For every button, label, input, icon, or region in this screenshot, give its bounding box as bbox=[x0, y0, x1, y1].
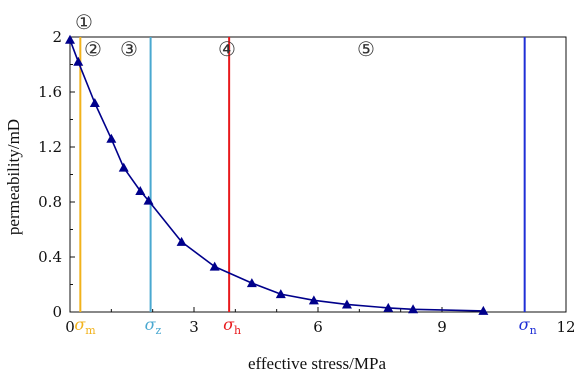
data-point bbox=[65, 34, 75, 44]
y-tick-label: 0.8 bbox=[38, 193, 62, 211]
labels: σm σz σh σn ① ② ③ ④ ⑤ bbox=[74, 10, 536, 337]
axes: 0 3 6 9 12 0 0.4 0.8 1.2 1.6 2 bbox=[38, 28, 574, 336]
x-tick-label: 12 bbox=[556, 318, 574, 336]
series-line bbox=[69, 39, 484, 312]
y-tick-label: 2 bbox=[52, 28, 62, 46]
x-tick-label: 6 bbox=[313, 318, 323, 336]
y-tick-label: 1.2 bbox=[38, 138, 62, 156]
y-tick-label: 1.6 bbox=[38, 83, 62, 101]
data-point bbox=[118, 162, 129, 172]
data-point bbox=[308, 295, 319, 305]
y-axis-title: permeability/mD bbox=[4, 119, 23, 235]
data-point bbox=[275, 289, 286, 299]
x-tick-label: 0 bbox=[65, 318, 75, 336]
plot-frame bbox=[69, 36, 567, 313]
x-tick-label: 9 bbox=[437, 318, 447, 336]
stress-label-subscript: m bbox=[85, 324, 96, 337]
data-point bbox=[246, 278, 257, 288]
region-label-3: ③ bbox=[120, 37, 138, 61]
y-tick-label: 0.4 bbox=[38, 248, 62, 266]
region-label-1: ① bbox=[75, 10, 93, 34]
data-point bbox=[135, 186, 146, 195]
data-point bbox=[478, 305, 489, 315]
stress-label-subscript: n bbox=[530, 324, 537, 337]
data-point bbox=[106, 133, 117, 143]
data-point bbox=[73, 56, 84, 66]
x-tick-label: 3 bbox=[189, 318, 199, 336]
x-axis-title: effective stress/MPa bbox=[248, 354, 386, 373]
data-point bbox=[341, 299, 352, 309]
stress-label-subscript: z bbox=[156, 324, 162, 337]
y-tick-label: 0 bbox=[52, 303, 62, 321]
stress-label-z: σz bbox=[145, 315, 162, 337]
data-point bbox=[408, 304, 419, 314]
data-point bbox=[143, 195, 154, 205]
data-point bbox=[209, 261, 220, 271]
data-point bbox=[89, 98, 100, 107]
stress-label-m: σm bbox=[74, 315, 96, 337]
series bbox=[65, 34, 489, 315]
region-label-5: ⑤ bbox=[357, 37, 375, 61]
region-label-2: ② bbox=[84, 37, 102, 61]
stress-lines bbox=[79, 37, 526, 312]
stress-label-n: σn bbox=[519, 315, 537, 337]
data-point bbox=[176, 236, 187, 246]
stress-label-h: σh bbox=[223, 315, 241, 337]
stress-label-subscript: h bbox=[234, 324, 241, 337]
region-label-4: ④ bbox=[218, 37, 236, 61]
data-point bbox=[383, 302, 394, 312]
